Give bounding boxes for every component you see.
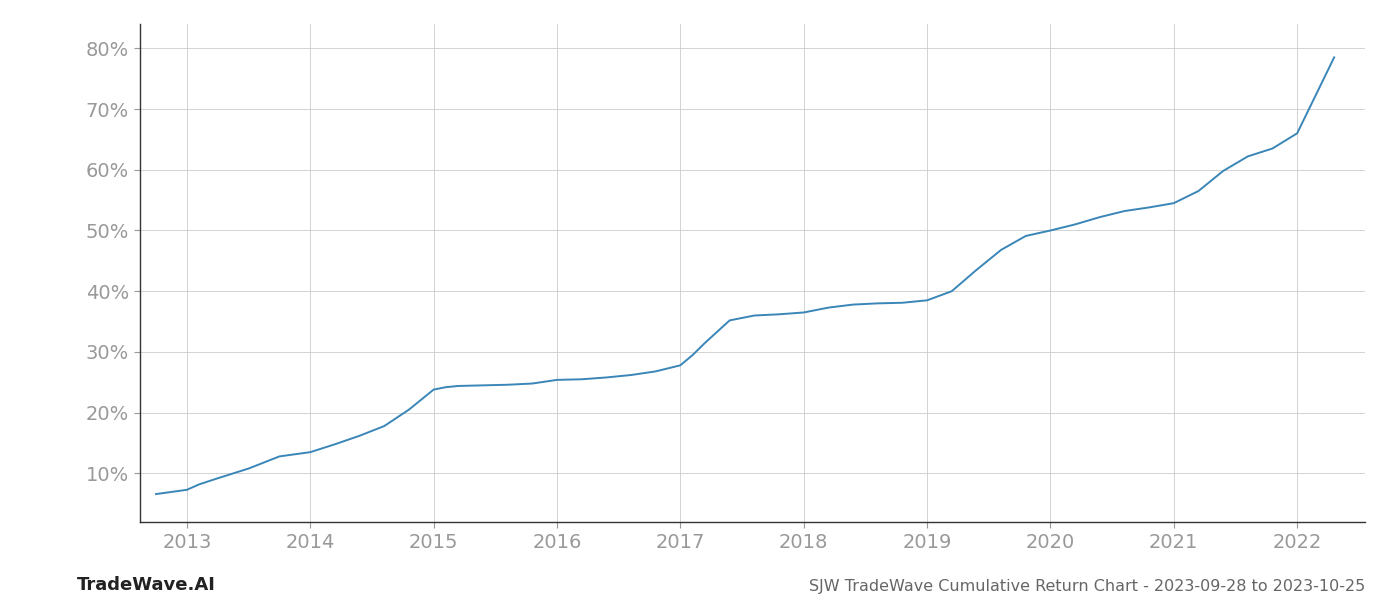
Text: TradeWave.AI: TradeWave.AI [77, 576, 216, 594]
Text: SJW TradeWave Cumulative Return Chart - 2023-09-28 to 2023-10-25: SJW TradeWave Cumulative Return Chart - … [809, 579, 1365, 594]
